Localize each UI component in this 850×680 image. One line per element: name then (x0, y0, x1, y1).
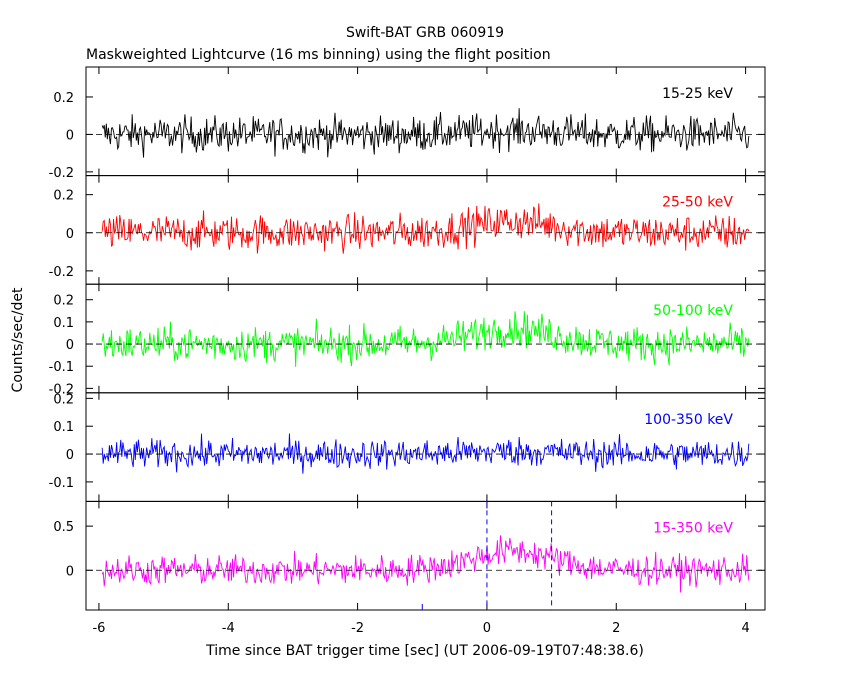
y-tick-label: -0.2 (49, 265, 74, 280)
panel-frame (85, 283, 766, 394)
x-tick-label: 2 (612, 621, 620, 636)
y-tick-label: 0 (66, 448, 74, 463)
lightcurve-series (101, 203, 750, 254)
y-tick-label: 0.2 (53, 392, 74, 407)
y-axis-label: Counts/sec/det (10, 287, 26, 392)
x-tick-label: 4 (741, 621, 749, 636)
chart-title: Swift-BAT GRB 060919 (346, 25, 504, 41)
panel-4: -0.1 0 0.1 0.2 100-350 keV (49, 392, 766, 502)
x-axis-label: Time since BAT trigger time [sec] (UT 20… (205, 643, 644, 659)
chart-subtitle: Maskweighted Lightcurve (16 ms binning) … (86, 47, 551, 63)
x-tick-label: -2 (351, 621, 364, 636)
panel-2: -0.2 0 0.2 25-50 keV (49, 175, 766, 285)
panels-group: -0.200.2 15-25 keV-0.200.2 25-50 keV-0.2-0… (49, 66, 766, 636)
y-tick-label: 0.2 (53, 189, 74, 204)
lightcurve-series (101, 108, 750, 158)
y-tick-label: -0.2 (49, 382, 74, 397)
y-tick-label: 0 (66, 227, 74, 242)
panel-5: 0 0.5 15-350 keV (53, 500, 766, 611)
x-tick-label: 0 (483, 621, 491, 636)
y-tick-label: 0.2 (53, 91, 74, 106)
band-label: 25-50 keV (662, 195, 733, 211)
band-label: 100-350 keV (644, 412, 733, 428)
panel-3: -0.2 -0.1 0 0.1 0.2 50-100 keV (49, 283, 766, 397)
lightcurve-series (101, 311, 750, 367)
y-tick-label: 0 (66, 128, 74, 143)
y-tick-label: -0.1 (49, 360, 74, 375)
lightcurve-series (101, 433, 750, 474)
y-tick-label: -0.1 (49, 476, 74, 491)
y-tick-label: 0 (66, 564, 74, 579)
band-label: 15-350 keV (653, 520, 733, 536)
panel-frame (85, 66, 766, 177)
panel-1: -0.2 0 0.2 15-25 keV (49, 66, 766, 181)
lightcurve-series (101, 535, 750, 593)
y-tick-label: 0.2 (53, 294, 74, 309)
y-tick-label: 0 (66, 338, 74, 353)
y-tick-label: -0.2 (49, 166, 74, 181)
band-label: 50-100 keV (653, 303, 733, 319)
band-label: 15-25 keV (662, 86, 733, 102)
y-tick-label: 0.1 (53, 420, 74, 435)
panel-frame (85, 500, 766, 611)
x-tick-label: -6 (92, 621, 105, 636)
x-tick-label: -4 (222, 621, 235, 636)
y-tick-label: 0.1 (53, 316, 74, 331)
y-tick-label: 0.5 (53, 520, 74, 535)
